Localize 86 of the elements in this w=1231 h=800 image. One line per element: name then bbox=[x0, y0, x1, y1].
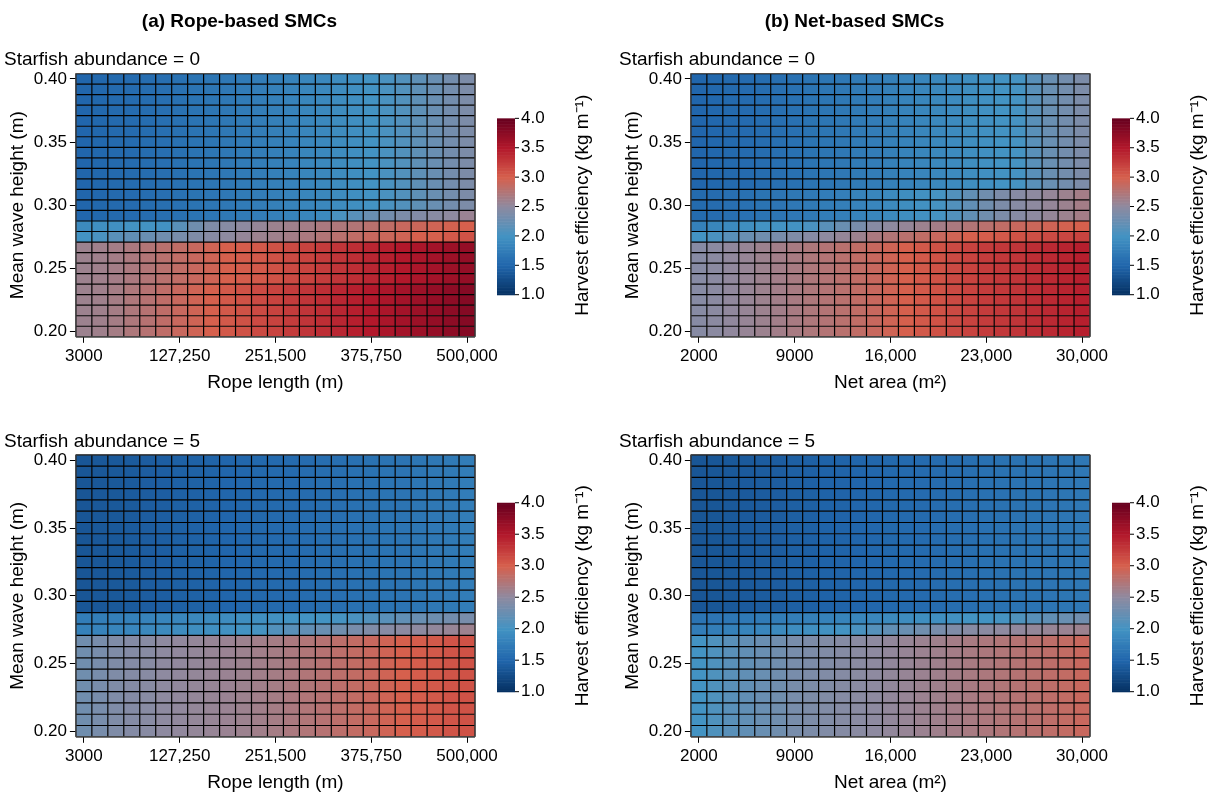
x-tick-label: 251,500 bbox=[244, 345, 307, 365]
x-tick-label: 9000 bbox=[775, 745, 814, 765]
x-tick-label: 23,000 bbox=[960, 745, 1013, 765]
y-tick-label: 0.35 bbox=[648, 131, 682, 151]
y-tick-label: 0.20 bbox=[648, 720, 682, 740]
chart-subtitle: Starfish abundance = 0 bbox=[4, 48, 200, 70]
color-bar-label: 1.5 bbox=[1136, 649, 1160, 669]
color-bar-label: 3.0 bbox=[1136, 555, 1160, 575]
x-tick-label: 3000 bbox=[64, 345, 103, 365]
y-axis-title: Mean wave height (m) bbox=[5, 501, 27, 690]
color-bar-label: 1.5 bbox=[1136, 254, 1160, 274]
color-bar-title: Harvest efficiency (kg m⁻¹) bbox=[571, 94, 593, 316]
color-bar-label: 3.5 bbox=[1136, 523, 1160, 543]
y-tick-label: 0.30 bbox=[33, 194, 67, 214]
x-tick-label: 2000 bbox=[679, 345, 718, 365]
x-tick-label: 127,250 bbox=[148, 345, 211, 365]
color-bar-title: Harvest efficiency (kg m⁻¹) bbox=[1186, 485, 1208, 707]
x-axis-title: Net area (m²) bbox=[833, 770, 947, 792]
color-bar-label: 3.0 bbox=[521, 166, 545, 186]
y-tick-label: 0.25 bbox=[648, 258, 682, 278]
chart-title: (a) Rope-based SMCs bbox=[141, 9, 338, 31]
x-axis-title: Rope length (m) bbox=[207, 370, 344, 392]
color-bar-label: 1.0 bbox=[1136, 681, 1160, 701]
color-bar-label: 2.5 bbox=[521, 586, 545, 606]
y-axis-title: Mean wave height (m) bbox=[620, 501, 642, 690]
y-tick-label: 0.35 bbox=[648, 517, 682, 537]
color-bar-label: 1.0 bbox=[1136, 284, 1160, 304]
y-tick-label: 0.20 bbox=[33, 321, 67, 341]
color-bar-label: 3.0 bbox=[521, 555, 545, 575]
y-tick-label: 0.30 bbox=[648, 194, 682, 214]
color-bar-label: 2.0 bbox=[1136, 225, 1160, 245]
y-tick-label: 0.30 bbox=[33, 585, 67, 605]
x-tick-label: 16,000 bbox=[864, 345, 917, 365]
x-tick-label: 23,000 bbox=[960, 345, 1013, 365]
chart-subtitle: Starfish abundance = 5 bbox=[4, 429, 200, 451]
color-bar-label: 2.5 bbox=[1136, 196, 1160, 216]
color-bar-title: Harvest efficiency (kg m⁻¹) bbox=[571, 485, 593, 707]
color-bar-label: 4.0 bbox=[521, 108, 545, 128]
color-bar-label: 4.0 bbox=[1136, 108, 1160, 128]
color-bar-label: 2.5 bbox=[1136, 586, 1160, 606]
y-tick-label: 0.30 bbox=[648, 585, 682, 605]
chart-subtitle: Starfish abundance = 5 bbox=[619, 429, 815, 451]
x-tick-label: 127,250 bbox=[148, 745, 211, 765]
x-tick-label: 16,000 bbox=[864, 745, 917, 765]
color-bar-label: 1.5 bbox=[521, 254, 545, 274]
x-tick-label: 375,750 bbox=[340, 345, 402, 365]
x-tick-label: 500,000 bbox=[436, 345, 498, 365]
y-tick-label: 0.35 bbox=[33, 517, 67, 537]
x-tick-label: 3000 bbox=[64, 745, 103, 765]
color-bar-label: 2.0 bbox=[521, 618, 545, 638]
y-tick-label: 0.40 bbox=[33, 68, 67, 88]
y-tick-label: 0.25 bbox=[33, 653, 67, 673]
y-tick-label: 0.25 bbox=[33, 258, 67, 278]
y-axis-title: Mean wave height (m) bbox=[620, 111, 642, 300]
x-tick-label: 30,000 bbox=[1056, 345, 1109, 365]
x-tick-label: 375,750 bbox=[340, 745, 402, 765]
color-bar-label: 4.0 bbox=[521, 492, 545, 512]
chart-title: (b) Net-based SMCs bbox=[764, 9, 945, 31]
color-bar-label: 1.0 bbox=[521, 681, 545, 701]
y-tick-label: 0.20 bbox=[33, 720, 67, 740]
color-bar-label: 3.5 bbox=[521, 523, 545, 543]
color-bar-label: 3.0 bbox=[1136, 166, 1160, 186]
y-tick-label: 0.35 bbox=[33, 131, 67, 151]
color-bar-label: 4.0 bbox=[1136, 492, 1160, 512]
y-tick-label: 0.40 bbox=[648, 68, 682, 88]
color-bar-label: 3.5 bbox=[1136, 137, 1160, 157]
x-tick-label: 30,000 bbox=[1056, 745, 1109, 765]
x-tick-label: 9000 bbox=[775, 345, 814, 365]
y-tick-label: 0.40 bbox=[648, 450, 682, 470]
x-tick-label: 2000 bbox=[679, 745, 718, 765]
x-axis-title: Rope length (m) bbox=[207, 770, 344, 792]
y-tick-label: 0.40 bbox=[33, 450, 67, 470]
x-tick-label: 500,000 bbox=[436, 745, 498, 765]
y-tick-label: 0.25 bbox=[648, 653, 682, 673]
y-tick-label: 0.20 bbox=[648, 321, 682, 341]
chart-subtitle: Starfish abundance = 0 bbox=[619, 48, 815, 70]
x-tick-label: 251,500 bbox=[244, 745, 307, 765]
color-bar-label: 2.5 bbox=[521, 196, 545, 216]
color-bar-label: 1.0 bbox=[521, 284, 545, 304]
y-axis-title: Mean wave height (m) bbox=[5, 111, 27, 300]
color-bar-label: 2.0 bbox=[1136, 618, 1160, 638]
color-bar-title: Harvest efficiency (kg m⁻¹) bbox=[1186, 94, 1208, 316]
color-bar-label: 3.5 bbox=[521, 137, 545, 157]
color-bar-label: 2.0 bbox=[521, 225, 545, 245]
color-bar-label: 1.5 bbox=[521, 649, 545, 669]
x-axis-title: Net area (m²) bbox=[833, 370, 947, 392]
